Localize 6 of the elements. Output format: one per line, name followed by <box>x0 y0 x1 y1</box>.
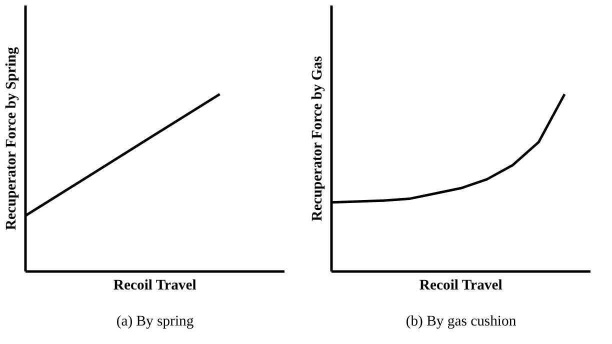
y-axis-title: Recuperator Force by Gas <box>310 56 326 222</box>
x-axis-title: Recoil Travel <box>419 278 502 294</box>
text: (a) By spring <box>116 314 194 330</box>
y-axis-title: Recuperator Force by Spring <box>4 46 20 230</box>
text: (b) By gas cushion <box>406 314 517 330</box>
x-axis-title: Recoil Travel <box>113 278 196 294</box>
